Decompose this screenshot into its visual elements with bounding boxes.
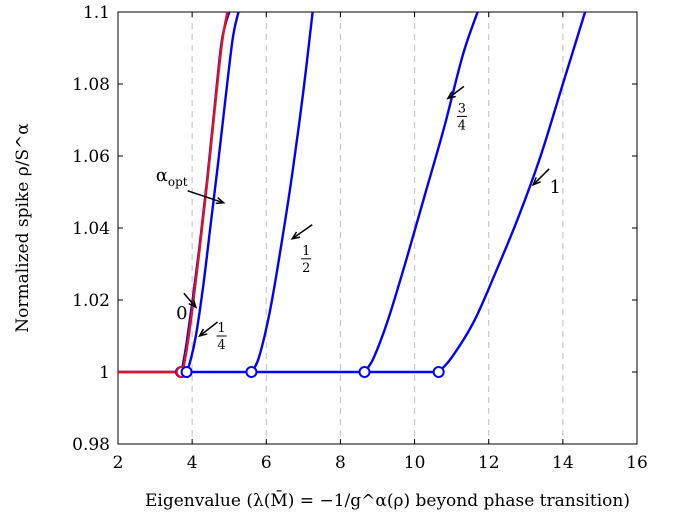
series-line-3 [250,11,314,373]
annotation-arrow-3 [291,224,313,240]
y-tick-label: 1.02 [72,291,110,311]
x-tick-label: 12 [478,453,500,473]
annotation-arrow-1 [183,292,197,308]
series-line-4 [363,11,479,373]
plot-frame [117,11,638,445]
annotation-label-5: 1 [549,177,560,198]
y-axis-label: Normalized spike ρ/S^α [13,123,33,333]
transition-marker-3 [245,366,258,378]
y-tick-label: 1 [99,363,110,383]
annotation-arrowhead-5 [531,177,541,187]
annotation-arrowhead-3 [290,231,301,240]
x-axis-label: Eigenvalue (λ(M̄) = −1/g^α(ρ) beyond pha… [145,489,630,511]
annotation-label-4-num: 3 [458,101,466,116]
series-line-2 [185,11,240,373]
annotation-arrowhead-0 [215,196,226,205]
x-tick-label: 10 [404,453,426,473]
transition-marker-5 [432,366,445,378]
y-tick-label: 1.06 [72,147,110,167]
y-tick-label: 1.1 [83,3,110,23]
annotation-arrow-2 [199,321,219,337]
annotation-arrow-5 [532,168,550,186]
annotation-arrow-4 [447,85,465,100]
transition-marker-2 [180,366,193,378]
annotation-label-4-den: 4 [458,118,466,133]
x-tick-label: 6 [261,453,272,473]
series-line-5 [437,11,587,373]
annotation-label-3-den: 2 [302,261,310,276]
annotation-label-3-num: 1 [302,244,310,259]
x-tick-label: 4 [187,453,198,473]
annotation-label-1: 0 [176,303,187,324]
annotation-arrowhead-2 [198,328,208,338]
series-line-1 [180,11,229,373]
grid-lines [191,12,564,444]
transition-markers [175,366,445,378]
y-tick-label: 1.08 [72,75,110,95]
transition-marker-4 [358,366,371,378]
y-tick-label: 1.04 [72,219,110,239]
series-group [118,11,587,374]
annotation-arrowhead-4 [446,91,456,100]
annotation-label-2-num: 1 [217,321,225,336]
annotation-subscript: opt [168,175,188,189]
x-tick-label: 16 [626,453,648,473]
annotation-label-2-den: 4 [217,338,225,353]
curve-annotations: αopt 0 1 4 1 2 3 4 1 [156,85,561,353]
annotation-arrow-0 [187,190,224,204]
annotation-label-0: αopt [156,165,188,189]
x-tick-label: 8 [335,453,346,473]
y-tick-label: 0.98 [72,435,110,455]
x-tick-label: 2 [113,453,124,473]
annotation-arrowhead-1 [188,299,198,309]
x-tick-label: 14 [552,453,574,473]
